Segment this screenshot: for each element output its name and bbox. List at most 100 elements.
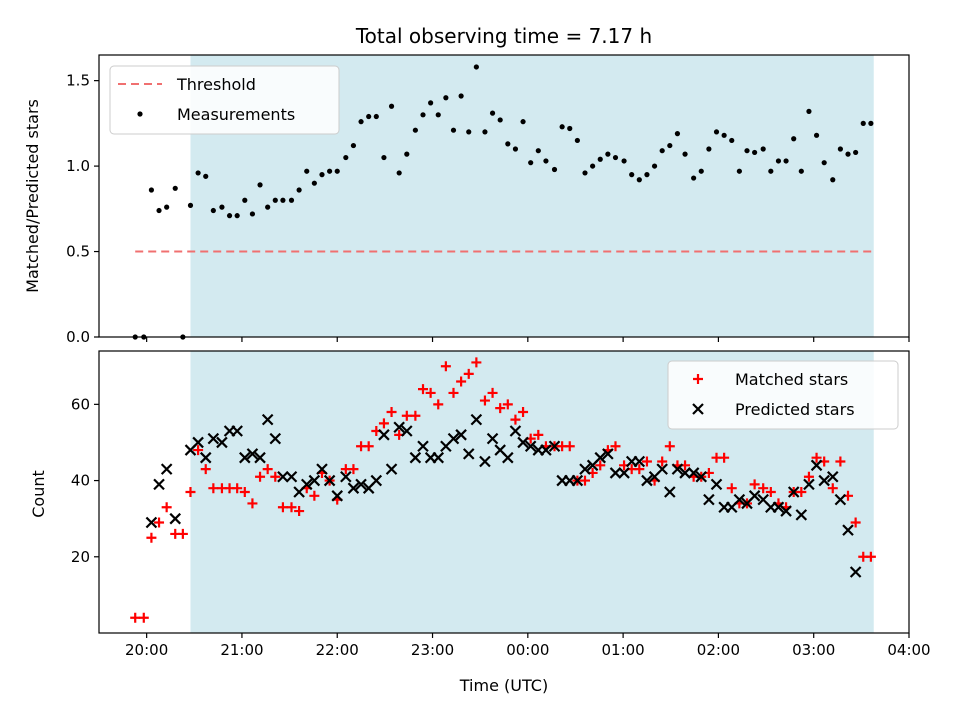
data-point [868,120,874,126]
data-point [378,429,390,441]
data-point [543,158,549,164]
data-point [428,100,434,106]
data-point [798,168,804,174]
data-point [641,456,652,467]
data-point [656,463,668,475]
data-point [703,493,715,506]
data-point [255,471,266,482]
data-point [548,440,561,453]
data-point [192,436,204,449]
series-predicted-stars [145,413,862,578]
data-point [582,170,588,176]
legend: Matched stars Predicted stars [667,360,899,430]
data-point [634,464,645,475]
plot-frame [98,54,910,338]
data-point [232,483,243,494]
data-point [447,432,460,445]
data-point [265,204,271,210]
data-point [309,490,320,501]
data-point [207,432,220,445]
data-point [410,410,421,421]
series-matched-stars [130,357,876,623]
data-point [366,113,372,120]
data-point [834,493,847,506]
data-point [262,464,273,475]
legend-label: Threshold [176,75,256,94]
data-point [765,487,776,497]
data-point [641,474,653,487]
data-point [154,517,165,528]
data-point [830,177,836,183]
data-point [540,444,552,456]
panel-matched-ratio: 0.0 0.5 1.0 1.5 Matched/Predicted stars Thres… [23,54,910,346]
data-point [486,432,499,445]
data-point [370,474,383,487]
data-point [378,418,389,429]
data-point [450,127,457,133]
data-point [682,151,688,157]
legend-label: Matched stars [735,370,848,389]
data-point [425,387,436,398]
data-point [401,410,412,421]
data-point [417,440,429,453]
data-point [810,459,823,472]
data-point [257,182,263,188]
data-point [520,119,526,125]
data-point [203,173,209,179]
data-point [247,498,258,509]
data-point [219,204,225,210]
data-point [404,151,410,157]
data-point [517,436,529,449]
data-point [602,448,614,460]
data-point [458,93,464,99]
data-point [687,467,700,479]
x-tick-label: 01:00 [602,641,645,659]
data-point [172,185,178,191]
data-point [226,213,233,219]
x-tick-label: 20:00 [125,641,168,659]
data-point [849,566,862,578]
data-point [327,168,333,174]
data-point [435,112,441,118]
data-point [758,483,769,494]
data-point [590,163,596,169]
data-point [752,149,758,156]
data-point [795,509,808,521]
y-tick-label: 20 [71,548,90,566]
data-point [629,172,635,178]
data-point [323,474,336,487]
legend: Threshold Measurements [109,65,340,135]
data-point [860,120,866,126]
data-point [420,112,426,118]
data-point [806,108,812,114]
data-point [787,486,800,498]
data-point [156,207,162,214]
data-point [396,170,402,176]
legend-label: Measurements [177,105,295,124]
data-point [386,406,397,417]
chart-title: Total observing time = 7.17 h [355,24,652,48]
legend-marker [693,374,703,384]
data-point [595,460,606,471]
data-point [780,505,792,517]
data-point [161,502,172,513]
data-point [487,387,498,398]
y-tick-label: 60 [71,395,90,413]
data-point [482,129,488,135]
data-point [657,456,668,467]
data-point [242,197,248,203]
data-point [432,451,445,464]
data-point [261,413,274,426]
data-point [695,470,708,483]
data-point [826,470,839,483]
data-point [350,142,357,149]
data-point [288,197,295,203]
data-point [418,384,428,395]
x-tick-label: 00:00 [506,641,549,659]
data-point [348,464,359,475]
data-point [803,471,814,482]
data-point [319,172,325,178]
data-point [509,425,522,437]
data-point [518,406,529,417]
data-point [821,160,827,166]
